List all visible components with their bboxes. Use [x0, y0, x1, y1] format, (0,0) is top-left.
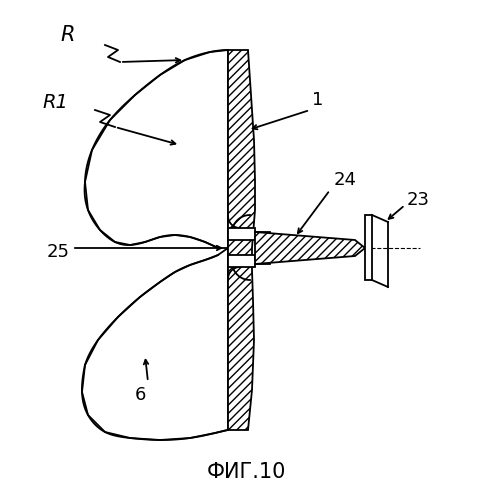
- Polygon shape: [82, 248, 228, 440]
- Text: R1: R1: [42, 92, 68, 112]
- Text: 23: 23: [407, 191, 429, 209]
- Text: 25: 25: [46, 243, 70, 261]
- Text: 1: 1: [312, 91, 324, 109]
- Polygon shape: [228, 50, 255, 430]
- Text: 24: 24: [333, 171, 356, 189]
- Polygon shape: [228, 255, 270, 267]
- Text: 6: 6: [134, 386, 146, 404]
- Polygon shape: [365, 215, 372, 280]
- Text: R: R: [61, 25, 75, 45]
- Polygon shape: [85, 50, 228, 248]
- Polygon shape: [255, 232, 365, 264]
- Text: ФИГ.10: ФИГ.10: [206, 462, 285, 482]
- Polygon shape: [228, 228, 270, 240]
